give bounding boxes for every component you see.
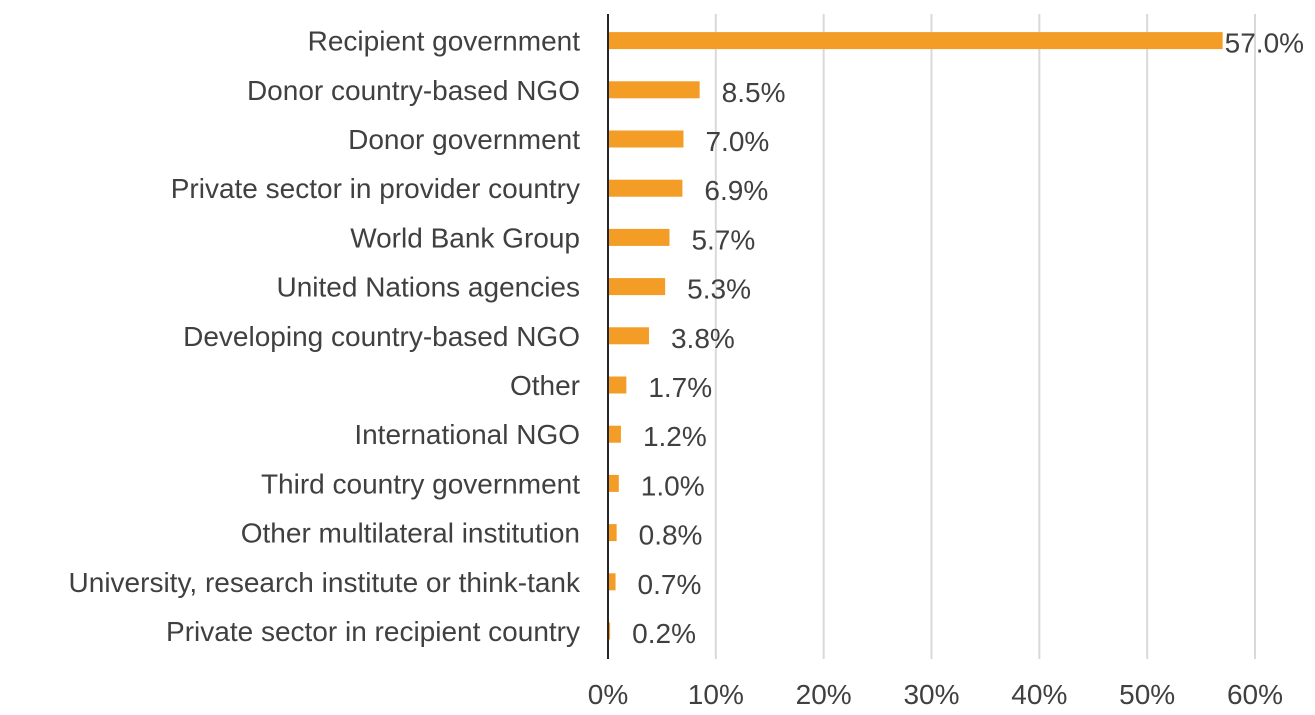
data-label: 57.0% [1225, 28, 1304, 59]
category-label: World Bank Group [350, 222, 580, 253]
data-label: 0.2% [632, 618, 696, 649]
data-label: 0.7% [638, 569, 702, 600]
category-label: Donor government [348, 124, 580, 155]
category-labels: Recipient government Donor country-based … [69, 26, 581, 647]
bar [608, 179, 683, 197]
bar [608, 327, 649, 345]
bars [608, 32, 1223, 640]
x-tick-label: 10% [688, 679, 744, 710]
data-label: 3.8% [671, 323, 735, 354]
category-label: University, research institute or think-… [69, 567, 581, 598]
bar [608, 228, 670, 246]
bar [608, 376, 627, 394]
data-label: 1.2% [643, 421, 707, 452]
bar [608, 524, 617, 542]
x-tick-label: 40% [1011, 679, 1067, 710]
data-label: 6.9% [704, 175, 768, 206]
category-label: Recipient government [308, 26, 581, 57]
data-label: 5.3% [687, 274, 751, 305]
category-label: Donor country-based NGO [247, 75, 580, 106]
data-label: 7.0% [705, 126, 769, 157]
bar [608, 81, 700, 99]
x-tick-label: 60% [1227, 679, 1283, 710]
category-label: Other [510, 370, 580, 401]
data-label: 5.7% [691, 224, 755, 255]
category-label: United Nations agencies [276, 272, 580, 303]
category-label: Third country government [261, 468, 580, 499]
bar [608, 32, 1223, 50]
bar [608, 130, 684, 148]
bar [608, 278, 666, 296]
data-label: 1.0% [641, 470, 705, 501]
x-tick-label: 20% [796, 679, 852, 710]
bar [608, 622, 611, 640]
category-label: Private sector in provider country [171, 173, 580, 204]
bar [608, 474, 619, 492]
bar [608, 425, 621, 443]
gridlines [714, 14, 1256, 659]
data-label: 1.7% [648, 372, 712, 403]
data-label: 0.8% [639, 520, 703, 551]
data-label: 8.5% [722, 77, 786, 108]
bar [608, 573, 616, 591]
category-label: International NGO [354, 419, 580, 450]
category-label: Other multilateral institution [241, 518, 580, 549]
x-tick-labels: 0% 10% 20% 30% 40% 50% 60% [588, 679, 1283, 710]
x-tick-label: 30% [903, 679, 959, 710]
x-tick-label: 50% [1119, 679, 1175, 710]
category-label: Developing country-based NGO [183, 321, 580, 352]
x-tick-label: 0% [588, 679, 628, 710]
category-label: Private sector in recipient country [166, 616, 580, 647]
value-labels: 57.0% 8.5% 7.0% 6.9% 5.7% 5.3% 3.8% 1.7% 1.2% 1.0… [632, 28, 1304, 649]
